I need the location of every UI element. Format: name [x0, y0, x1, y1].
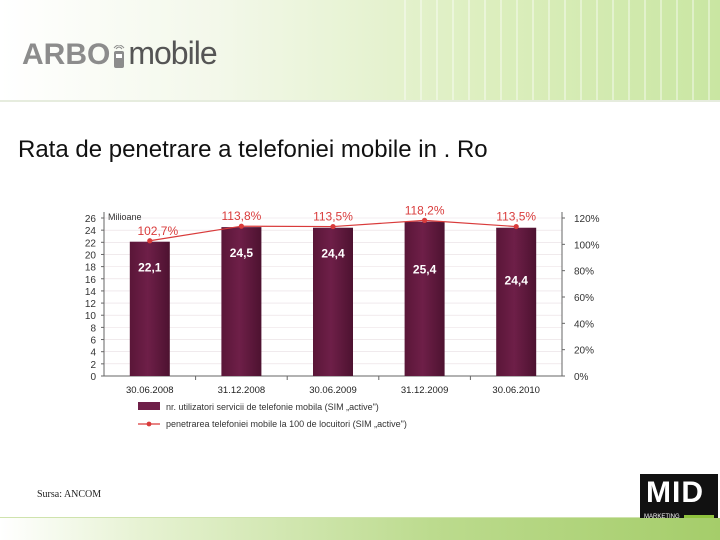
y-tick-label: 24 [85, 226, 97, 237]
y-tick-label: 2 [90, 360, 96, 371]
x-tick-label: 30.06.2009 [309, 385, 357, 396]
y-tick-label: 12 [85, 299, 97, 310]
phone-icon [113, 45, 125, 68]
x-tick-label: 31.12.2008 [218, 385, 266, 396]
y2-tick-label: 20% [574, 346, 594, 357]
y-tick-label: 18 [85, 263, 97, 274]
penetration-point [330, 223, 336, 230]
x-tick-label: 30.06.2008 [126, 385, 174, 396]
logo-arbo-text: ARBO [22, 38, 111, 71]
bar-value-label: 24,4 [321, 247, 345, 261]
y-tick-label: 8 [90, 323, 96, 334]
bar-value-label: 25,4 [413, 263, 437, 277]
bar-value-label: 22,1 [138, 261, 162, 275]
y2-tick-label: 40% [574, 319, 594, 330]
bar-value-label: 24,4 [505, 274, 529, 288]
logo-mobile-text: mobile [128, 35, 217, 71]
footer-band [0, 518, 720, 540]
y2-tick-label: 100% [574, 240, 600, 251]
y-tick-label: 10 [85, 311, 97, 322]
penetration-point [422, 217, 428, 223]
penetration-point [513, 223, 519, 230]
y-tick-label: 26 [85, 214, 97, 225]
penetration-point [147, 238, 153, 244]
y2-tick-label: 60% [574, 293, 594, 304]
mid-logo: MID MARKETING [640, 474, 718, 524]
source-note: Sursa: ANCOM [37, 489, 102, 500]
bar [129, 241, 170, 376]
arbo-mobile-logo: ARBO mobile [22, 28, 218, 72]
y-tick-label: 14 [85, 287, 97, 298]
y-tick-label: 4 [90, 348, 96, 359]
page-title: Rata de penetrare a telefoniei mobile in… [18, 136, 488, 163]
y2-tick-label: 80% [574, 267, 594, 278]
penetration-point [238, 223, 244, 229]
bar [313, 227, 353, 376]
y-tick-label: 6 [90, 336, 96, 347]
y-tick-label: 0 [90, 372, 96, 383]
penetration-value-label: 113,8% [221, 209, 261, 223]
penetration-value-label: 113,5% [313, 210, 353, 224]
bar-value-label: 24,5 [230, 246, 254, 260]
y-tick-label: 22 [85, 238, 97, 249]
y2-tick-label: 120% [574, 214, 600, 225]
bar [404, 221, 445, 376]
y-tick-label: 16 [85, 275, 97, 286]
legend-label-line: penetrarea telefoniei mobile la 100 de l… [166, 419, 407, 429]
mid-logo-subtext: MARKETING [644, 514, 680, 520]
bar [496, 227, 537, 376]
header-stripes [390, 0, 720, 100]
x-tick-label: 31.12.2009 [401, 385, 449, 396]
y-tick-label: 20 [85, 250, 97, 261]
header-divider [0, 100, 720, 102]
penetration-value-label: 113,5% [496, 210, 536, 224]
y2-tick-label: 0% [574, 372, 589, 383]
x-tick-label: 30.06.2010 [492, 385, 540, 396]
penetration-value-label: 118,2% [405, 206, 445, 217]
legend-label-bars: nr. utilizatori servicii de telefonie mo… [166, 402, 379, 412]
legend-swatch-bars [138, 402, 160, 410]
footer-line [0, 517, 640, 518]
header-band [0, 0, 720, 100]
mid-logo-text: MID [646, 476, 704, 509]
y-axis-label: Milioane [108, 212, 142, 222]
penetration-value-label: 102,7% [137, 224, 178, 238]
bar [221, 227, 262, 376]
legend-swatch-point [146, 421, 152, 427]
